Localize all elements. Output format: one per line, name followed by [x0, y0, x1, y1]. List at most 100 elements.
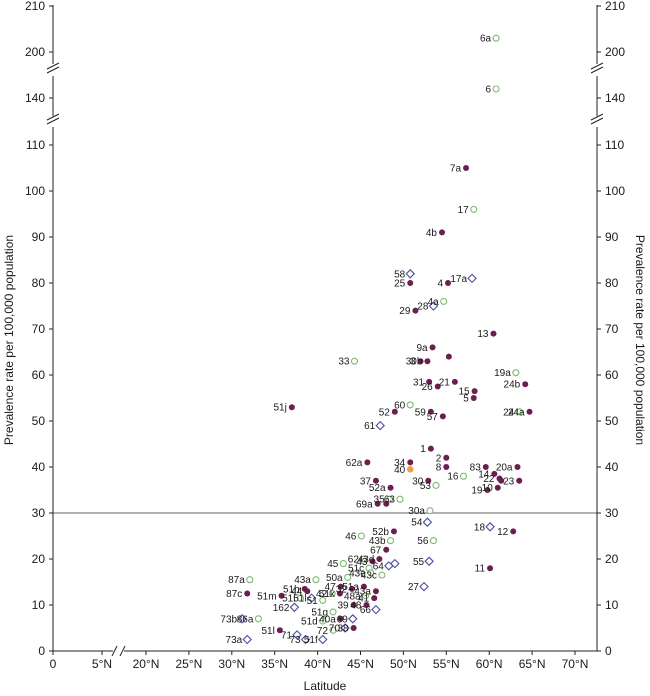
point-label: 24 [503, 407, 515, 418]
y-tick-label-left: 70 [32, 322, 46, 336]
y-tick-label-right: 110 [605, 138, 624, 152]
data-point-diamond [419, 581, 429, 592]
data-point-diamond [422, 517, 433, 527]
point-label: 51a [342, 582, 359, 593]
point-label: 87c [226, 589, 242, 600]
data-point-open [432, 481, 440, 489]
data-point-filled [288, 404, 295, 411]
point-label: 45 [327, 559, 339, 570]
point-label: 69 [337, 614, 349, 625]
axis-break-mark [46, 62, 60, 70]
data-point-open [254, 615, 262, 623]
point-label: 61 [364, 421, 376, 432]
point-label: 33 [338, 357, 350, 368]
point-label: 44 [291, 587, 303, 598]
point-label: 51j [274, 403, 287, 414]
data-point-filled [407, 280, 414, 286]
point-label: 21 [439, 377, 451, 388]
y-tick-label-right: 140 [605, 91, 625, 105]
data-point-filled [439, 229, 446, 236]
axes-layer: 0 5°N 20°N 25°N 30°N 35°N 40°N 45°N 50°N 55°N 60°N… [25, 0, 625, 671]
data-point-diamond [242, 634, 253, 645]
data-point-filled [487, 565, 494, 572]
data-point-filled [522, 381, 529, 388]
data-point-filled [387, 484, 394, 491]
point-label: 51f [304, 635, 318, 646]
y-tick-label-left: 110 [26, 138, 45, 152]
point-label: 19 [471, 486, 483, 497]
data-point-diamond [292, 630, 302, 640]
point-label: 24b [504, 380, 521, 391]
point-label: 29 [399, 306, 411, 317]
point-label: 19a [494, 368, 511, 379]
point-label: 71 [281, 630, 293, 641]
y-tick-label-left: 20 [32, 552, 46, 566]
data-point-open [312, 576, 320, 584]
y-tick-label-left: 210 [25, 0, 45, 13]
data-point-filled [514, 464, 521, 470]
point-label: 48a [344, 591, 361, 602]
axis-break-mark [46, 113, 60, 121]
data-point-filled [425, 477, 432, 484]
y-tick-label-right: 100 [605, 184, 625, 198]
data-point-filled [350, 625, 357, 631]
point-label: 12 [497, 527, 509, 538]
point-label: 24a [508, 407, 525, 418]
x-tick-label: 55°N [433, 657, 460, 671]
point-label: 4a [428, 297, 440, 308]
data-point-filled [471, 388, 478, 395]
y-tick-label-left: 90 [32, 230, 46, 244]
data-point-filled [491, 470, 498, 477]
data-point-open [426, 507, 434, 515]
data-point-open [429, 537, 437, 545]
data-point-filled [424, 358, 431, 365]
axis-break-mark [119, 645, 126, 657]
data-point-open [360, 555, 368, 563]
data-point-open [319, 596, 327, 604]
point-label: 51l [293, 594, 306, 605]
data-point-open [440, 297, 448, 305]
point-label: 67 [370, 545, 382, 556]
point-label: 13 [477, 329, 489, 340]
y-tick-label-left: 0 [38, 644, 45, 658]
point-label: 6a [480, 34, 492, 45]
data-point-open [329, 608, 337, 616]
data-point-open [350, 357, 359, 365]
data-point-filled [463, 165, 470, 171]
axis-break-mark [111, 645, 118, 657]
y-tick-label-left: 100 [25, 184, 45, 198]
y-axis-title-right: Prevalence rate per 100,000 population [633, 235, 647, 445]
point-label: 51h [283, 584, 300, 595]
data-point-open [367, 569, 375, 577]
data-point-diamond [237, 614, 247, 624]
data-point-diamond [289, 602, 300, 613]
point-label: 41 [358, 594, 370, 605]
y-tick-label-left: 140 [25, 91, 45, 105]
x-tick-label: 60°N [476, 657, 503, 671]
axis-break-mark [590, 62, 604, 70]
point-label: 53 [420, 481, 432, 492]
y-tick-label-left: 80 [32, 276, 46, 290]
point-label: 28 [417, 302, 429, 313]
data-point-open [386, 537, 395, 545]
y-tick-label-left: 200 [25, 45, 45, 59]
data-point-open [319, 617, 327, 625]
point-label: 11 [475, 564, 486, 575]
point-label: 15 [458, 387, 470, 398]
point-label: 162 [273, 603, 290, 614]
data-point-diamond [371, 604, 381, 615]
data-point-filled [350, 602, 357, 608]
data-point-filled [516, 477, 523, 484]
point-label: 54 [411, 518, 423, 529]
point-label: 48 [350, 601, 362, 612]
x-tick-label: 40°N [304, 657, 331, 671]
data-point-filled [276, 627, 283, 634]
y-tick-label-right: 80 [605, 276, 619, 290]
data-point-filled [372, 477, 379, 484]
point-label: 43d [358, 555, 375, 566]
data-point-filled [390, 528, 397, 535]
point-label: 43e [349, 568, 366, 579]
y-tick-label-right: 90 [605, 230, 619, 244]
